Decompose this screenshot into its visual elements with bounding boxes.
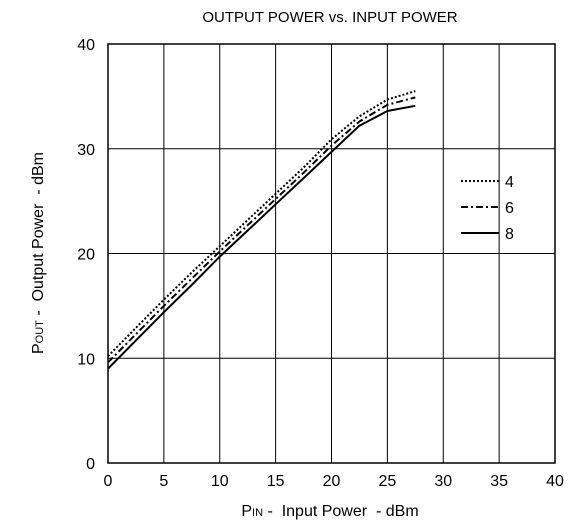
series-lines [107, 90, 416, 370]
y-tick-label: 30 [77, 142, 95, 159]
legend-label-4: 4 [505, 174, 514, 191]
x-tick-label: 25 [378, 473, 396, 490]
series-line-4 [107, 90, 416, 357]
x-tick-label: 0 [104, 473, 113, 490]
plot-frame [107, 43, 556, 464]
y-tick-label: 10 [77, 351, 95, 368]
x-tick-label: 40 [546, 473, 564, 490]
legend-label-6: 6 [505, 200, 514, 217]
series-line-8 [107, 104, 416, 370]
x-tick-label: 15 [267, 473, 285, 490]
x-tick-labels: 0 5 10 15 20 25 30 35 40 [104, 473, 564, 490]
x-tick-label: 10 [211, 473, 229, 490]
x-tick-label: 35 [490, 473, 508, 490]
legend-label-8: 8 [505, 226, 514, 243]
grid [107, 43, 556, 464]
y-tick-label: 40 [77, 37, 95, 54]
y-tick-label: 0 [86, 456, 95, 473]
x-tick-label: 20 [323, 473, 341, 490]
y-tick-label: 20 [77, 247, 95, 264]
legend: 4 6 8 [461, 174, 514, 243]
series-line-6 [107, 96, 416, 364]
x-tick-label: 30 [434, 473, 452, 490]
y-axis-label: POUT - Output Power - dBm [30, 152, 47, 354]
y-tick-labels: 0 10 20 30 40 [77, 37, 95, 473]
x-axis-label: PIN - Input Power - dBm [241, 503, 418, 520]
x-tick-label: 5 [159, 473, 168, 490]
chart-title: OUTPUT POWER vs. INPUT POWER [202, 9, 457, 26]
